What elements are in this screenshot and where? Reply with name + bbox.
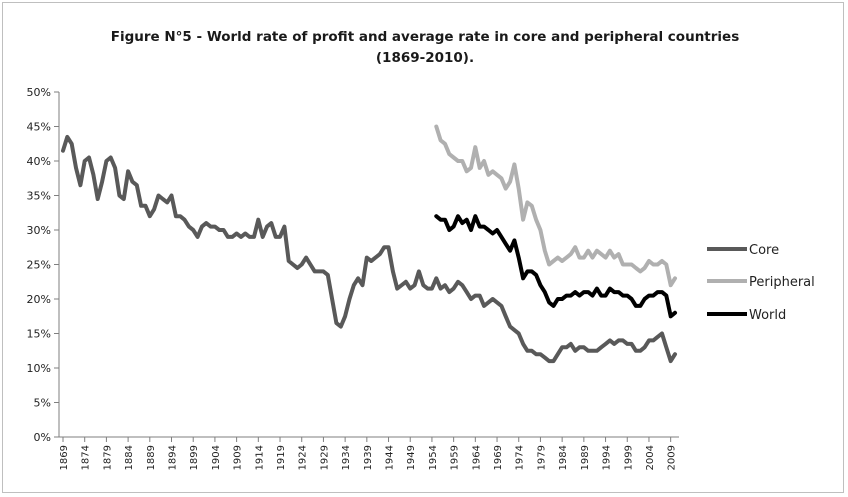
x-tick-label: 1959 [450, 445, 461, 470]
legend-label-world: World [749, 308, 786, 323]
x-tick-label: 1874 [81, 445, 92, 470]
x-tick-label: 1994 [602, 445, 613, 470]
x-tick-label: 1924 [298, 445, 309, 470]
y-tick-label: 10% [27, 362, 51, 375]
y-tick-label: 50% [27, 86, 51, 99]
x-tick-label: 1879 [102, 445, 113, 470]
x-tick-label: 1964 [471, 445, 482, 470]
x-tick-label: 1919 [276, 445, 287, 470]
x-tick-label: 1969 [493, 445, 504, 470]
y-tick-label: 5% [34, 397, 51, 410]
x-tick-label: 1894 [168, 445, 179, 470]
series-line-core [61, 134, 677, 364]
x-tick-label: 1909 [233, 445, 244, 470]
y-axis: 0% 5% 10% 15% 20% 25% 30% 35% 40% 45% 50% [27, 86, 60, 444]
x-tick-label: 1974 [515, 445, 526, 470]
x-tick-label: 1904 [211, 445, 222, 470]
y-tick-label: 35% [27, 190, 51, 203]
x-tick-label: 1869 [59, 445, 70, 470]
legend: Core Peripheral World [707, 243, 815, 323]
x-tick-label: 1899 [189, 445, 200, 470]
y-tick-label: 20% [27, 293, 51, 306]
x-tick-label: 1979 [536, 445, 547, 470]
y-tick-label: 30% [27, 224, 51, 237]
series-lines [61, 124, 677, 364]
x-tick-label: 1944 [385, 445, 396, 470]
y-tick-label: 40% [27, 155, 51, 168]
y-tick-label: 25% [27, 259, 51, 272]
x-tick-label: 2009 [667, 445, 678, 470]
x-tick-label: 1999 [623, 445, 634, 470]
series-line-world [434, 214, 677, 319]
x-tick-label: 1949 [406, 445, 417, 470]
y-tick-label: 15% [27, 328, 51, 341]
series-line-peripheral [434, 124, 677, 288]
y-tick-label: 45% [27, 121, 51, 134]
y-tick-label: 0% [34, 431, 51, 444]
x-tick-label: 1989 [580, 445, 591, 470]
legend-label-peripheral: Peripheral [749, 275, 815, 290]
x-tick-label: 1939 [363, 445, 374, 470]
x-tick-label: 1889 [146, 445, 157, 470]
x-tick-label: 2004 [645, 445, 656, 470]
legend-label-core: Core [749, 243, 779, 258]
x-tick-label: 1884 [124, 445, 135, 470]
chart-title-line-2: (1869-2010). [376, 50, 474, 66]
x-axis: 1869 1874 1879 1884 1889 1894 1899 1904 1909 1914… [59, 436, 679, 470]
x-tick-label: 1929 [319, 445, 330, 470]
x-tick-label: 1914 [254, 445, 265, 470]
x-tick-label: 1984 [558, 445, 569, 470]
line-chart: Figure N°5 - World rate of profit and av… [27, 29, 815, 470]
chart-title-line-1: Figure N°5 - World rate of profit and av… [111, 29, 739, 45]
x-tick-label: 1934 [341, 445, 352, 470]
x-tick-label: 1954 [428, 445, 439, 470]
